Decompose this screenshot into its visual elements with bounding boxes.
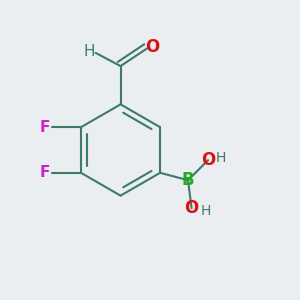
Text: B: B bbox=[182, 171, 194, 189]
Text: H: H bbox=[215, 152, 226, 165]
Text: H: H bbox=[201, 203, 211, 218]
Text: O: O bbox=[201, 151, 215, 169]
Text: F: F bbox=[40, 165, 50, 180]
Text: O: O bbox=[184, 199, 199, 217]
Text: F: F bbox=[40, 120, 50, 135]
Text: H: H bbox=[83, 44, 95, 59]
Text: O: O bbox=[145, 38, 160, 56]
